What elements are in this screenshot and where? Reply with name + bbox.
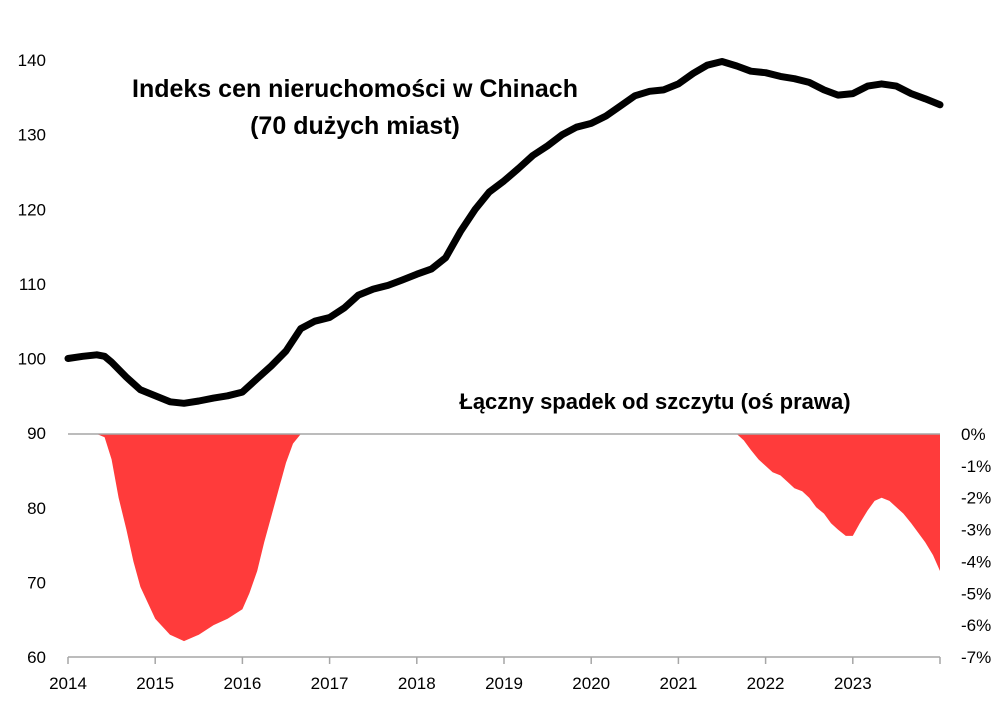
y-left-tick-label: 120	[18, 200, 46, 219]
y-right-tick-label: -1%	[961, 457, 991, 476]
y-left-tick-label: 100	[18, 350, 46, 369]
text-layer: Indeks cen nieruchomości w Chinach (70 d…	[132, 75, 851, 414]
chart-subtitle: (70 dużych miast)	[250, 112, 460, 140]
axes-layer: 2014 2015 2016 2017 2018 2019 2020 2021 2022 2023…	[18, 51, 992, 693]
y-left-tick-label: 140	[18, 51, 46, 70]
y-right-tick-label: 0%	[961, 425, 986, 444]
y-left-tick-label: 130	[18, 126, 46, 145]
y-left-tick-label: 90	[27, 424, 46, 443]
drawdown-area	[68, 434, 940, 642]
y-right-tick-label: -5%	[961, 584, 991, 603]
y-left-tick-label: 60	[27, 648, 46, 667]
index-line-layer	[64, 58, 944, 407]
x-tick-label: 2014	[49, 674, 87, 693]
drawdown-area-layer	[68, 434, 940, 642]
x-tick-label: 2021	[659, 674, 697, 693]
y-right-tick-label: -7%	[961, 648, 991, 667]
x-tick-label: 2018	[398, 674, 436, 693]
y-left-tick-label: 110	[19, 275, 46, 294]
x-tick-label: 2016	[223, 674, 261, 693]
x-tick-label: 2020	[572, 674, 610, 693]
x-tick-label: 2017	[311, 674, 349, 693]
x-tick-label: 2022	[747, 674, 785, 693]
y-left-tick-label: 80	[27, 499, 46, 518]
x-tick-label: 2019	[485, 674, 523, 693]
y-left-tick-label: 70	[27, 573, 46, 592]
y-right-tick-label: -3%	[961, 521, 991, 540]
y-right-tick-label: -2%	[961, 489, 991, 508]
index-line	[64, 58, 944, 407]
drawdown-series-label: Łączny spadek od szczytu (oś prawa)	[459, 389, 850, 414]
x-tick-label: 2015	[136, 674, 174, 693]
chart-title: Indeks cen nieruchomości w Chinach	[132, 75, 578, 103]
x-tick-label: 2023	[834, 674, 872, 693]
y-right-tick-label: -6%	[961, 616, 991, 635]
y-right-tick-label: -4%	[961, 552, 991, 571]
